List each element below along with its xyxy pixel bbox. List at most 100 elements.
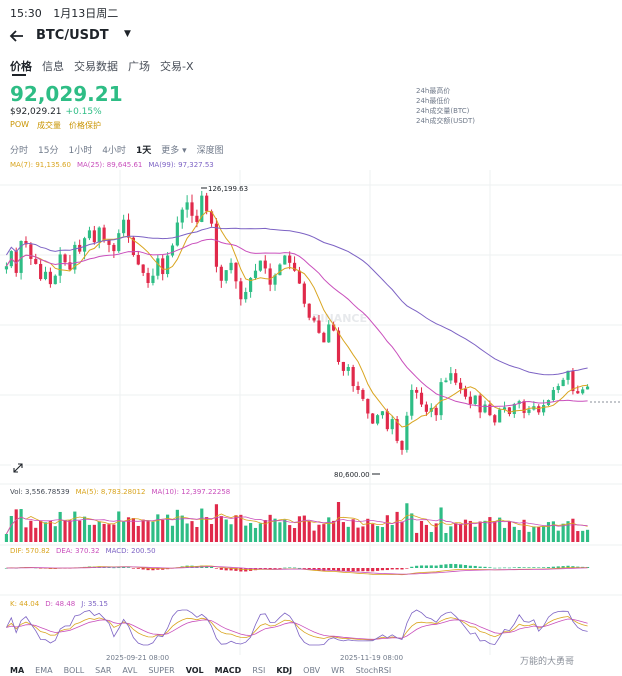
candle-body bbox=[581, 389, 585, 394]
low-label: 80,600.00 bbox=[334, 471, 370, 479]
volume-bar bbox=[253, 527, 258, 542]
macd-bar bbox=[561, 566, 565, 568]
ind-boll[interactable]: BOLL bbox=[63, 666, 85, 675]
candle-body bbox=[185, 202, 189, 210]
candle-body bbox=[180, 209, 184, 223]
candle-body bbox=[527, 409, 531, 413]
candle-body bbox=[356, 386, 360, 390]
ind-macd[interactable]: MACD bbox=[214, 666, 242, 675]
volume-bar bbox=[361, 526, 365, 542]
ma25-value: MA(25): 89,645.61 bbox=[76, 161, 143, 169]
ind-kdj[interactable]: KDJ bbox=[276, 666, 293, 675]
volume-bar bbox=[244, 525, 248, 542]
pair-title[interactable]: BTC/USDT bbox=[36, 28, 109, 43]
ind-obv[interactable]: OBV bbox=[303, 666, 321, 675]
back-arrow-icon[interactable] bbox=[8, 27, 26, 45]
ind-ema[interactable]: EMA bbox=[35, 666, 53, 675]
volume-bar bbox=[434, 523, 438, 542]
ind-ma[interactable]: MA bbox=[10, 666, 25, 675]
tab-price[interactable]: 价格 bbox=[10, 60, 32, 73]
macd-bar bbox=[356, 568, 360, 572]
volume-bar bbox=[429, 531, 433, 542]
kdj-k-value: K: 44.04 bbox=[10, 600, 40, 608]
volume-bar bbox=[268, 514, 272, 542]
tab-trade-data[interactable]: 交易数据 bbox=[74, 60, 118, 73]
volume-bar bbox=[92, 524, 96, 542]
ind-rsi[interactable]: RSI bbox=[252, 666, 266, 675]
candle-body bbox=[488, 404, 492, 416]
volume-bar bbox=[156, 514, 160, 542]
volume-bar bbox=[410, 513, 414, 542]
macd-bar bbox=[415, 565, 419, 568]
candle-body bbox=[268, 268, 272, 285]
kline-chart[interactable]: BINANCE 126,199.63 80,600.00 bbox=[0, 170, 622, 655]
vol-legend: Vol: 3,556.78539 MA(5): 8,783.28012 MA(1… bbox=[10, 488, 230, 496]
candle-body bbox=[478, 395, 482, 413]
interval-depth[interactable]: 深度图 bbox=[196, 146, 224, 156]
volume-bar bbox=[126, 517, 131, 542]
volume-bar bbox=[200, 508, 204, 542]
ind-avl[interactable]: AVL bbox=[122, 666, 138, 675]
candle-body bbox=[351, 367, 355, 387]
macd-bar bbox=[551, 566, 555, 568]
price-tags: POW 成交量 价格保护 bbox=[10, 120, 101, 131]
ind-stochrsi[interactable]: StochRSI bbox=[355, 666, 392, 675]
candle-body bbox=[73, 244, 77, 270]
tag-price-protect[interactable]: 价格保护 bbox=[69, 121, 102, 130]
interval-1h[interactable]: 1小时 bbox=[68, 146, 93, 156]
interval-4h[interactable]: 4小时 bbox=[102, 146, 126, 156]
ind-vol[interactable]: VOL bbox=[185, 666, 204, 675]
interval-more[interactable]: 更多 ▾ bbox=[161, 146, 187, 156]
candle-body bbox=[537, 406, 541, 413]
candle-body bbox=[473, 395, 477, 404]
interval-15m[interactable]: 15分 bbox=[38, 146, 59, 156]
vol-ma5-value: MA(5): 8,783.28012 bbox=[75, 488, 146, 496]
volume-bar bbox=[48, 520, 52, 542]
macd-bar bbox=[278, 568, 282, 569]
tab-square[interactable]: 广场 bbox=[128, 60, 150, 73]
ind-wr[interactable]: WR bbox=[331, 666, 345, 675]
macd-bar bbox=[292, 567, 297, 569]
volume-bar bbox=[542, 526, 546, 542]
macd-bar bbox=[375, 568, 380, 571]
volume-bar bbox=[39, 520, 43, 542]
volume-bar bbox=[444, 532, 448, 542]
candle-body bbox=[195, 215, 199, 222]
pair-dropdown-icon[interactable]: ▼ bbox=[124, 29, 131, 39]
volume-bar bbox=[190, 521, 194, 542]
candle-body bbox=[561, 379, 565, 387]
tag-volume[interactable]: 成交量 bbox=[37, 121, 62, 130]
macd-bar bbox=[239, 568, 243, 572]
volume-bar bbox=[78, 520, 82, 542]
interval-1d[interactable]: 1天 bbox=[135, 146, 152, 156]
candle-body bbox=[97, 227, 101, 243]
candle-body bbox=[4, 266, 9, 270]
volume-bar bbox=[136, 525, 140, 542]
expand-icon[interactable] bbox=[11, 461, 25, 475]
macd-bar bbox=[488, 567, 492, 568]
tab-trade-x[interactable]: 交易-X bbox=[160, 60, 194, 73]
volume-bar bbox=[234, 515, 238, 542]
candle-body bbox=[170, 245, 175, 256]
volume-bar bbox=[219, 515, 223, 542]
tab-info[interactable]: 信息 bbox=[42, 60, 64, 73]
volume-bar bbox=[229, 524, 233, 542]
ind-super[interactable]: SUPER bbox=[148, 666, 175, 675]
macd-bar bbox=[341, 568, 345, 572]
volume-bar bbox=[195, 526, 199, 542]
interval-timeshare[interactable]: 分时 bbox=[10, 146, 29, 156]
macd-bar bbox=[136, 568, 140, 569]
candle-body bbox=[68, 262, 72, 270]
volume-bar bbox=[390, 524, 394, 542]
volume-bar bbox=[68, 520, 72, 542]
macd-bar bbox=[146, 568, 150, 571]
macd-bar bbox=[112, 567, 116, 569]
candle-body bbox=[410, 389, 414, 416]
ind-sar[interactable]: SAR bbox=[95, 666, 112, 675]
tag-pow[interactable]: POW bbox=[10, 120, 30, 129]
volume-bar bbox=[507, 521, 512, 542]
volume-bar bbox=[585, 529, 590, 542]
last-price-usd: $92,029.21 bbox=[10, 107, 62, 117]
volume-bar bbox=[463, 519, 468, 542]
status-date: 1月13日周二 bbox=[53, 7, 119, 20]
